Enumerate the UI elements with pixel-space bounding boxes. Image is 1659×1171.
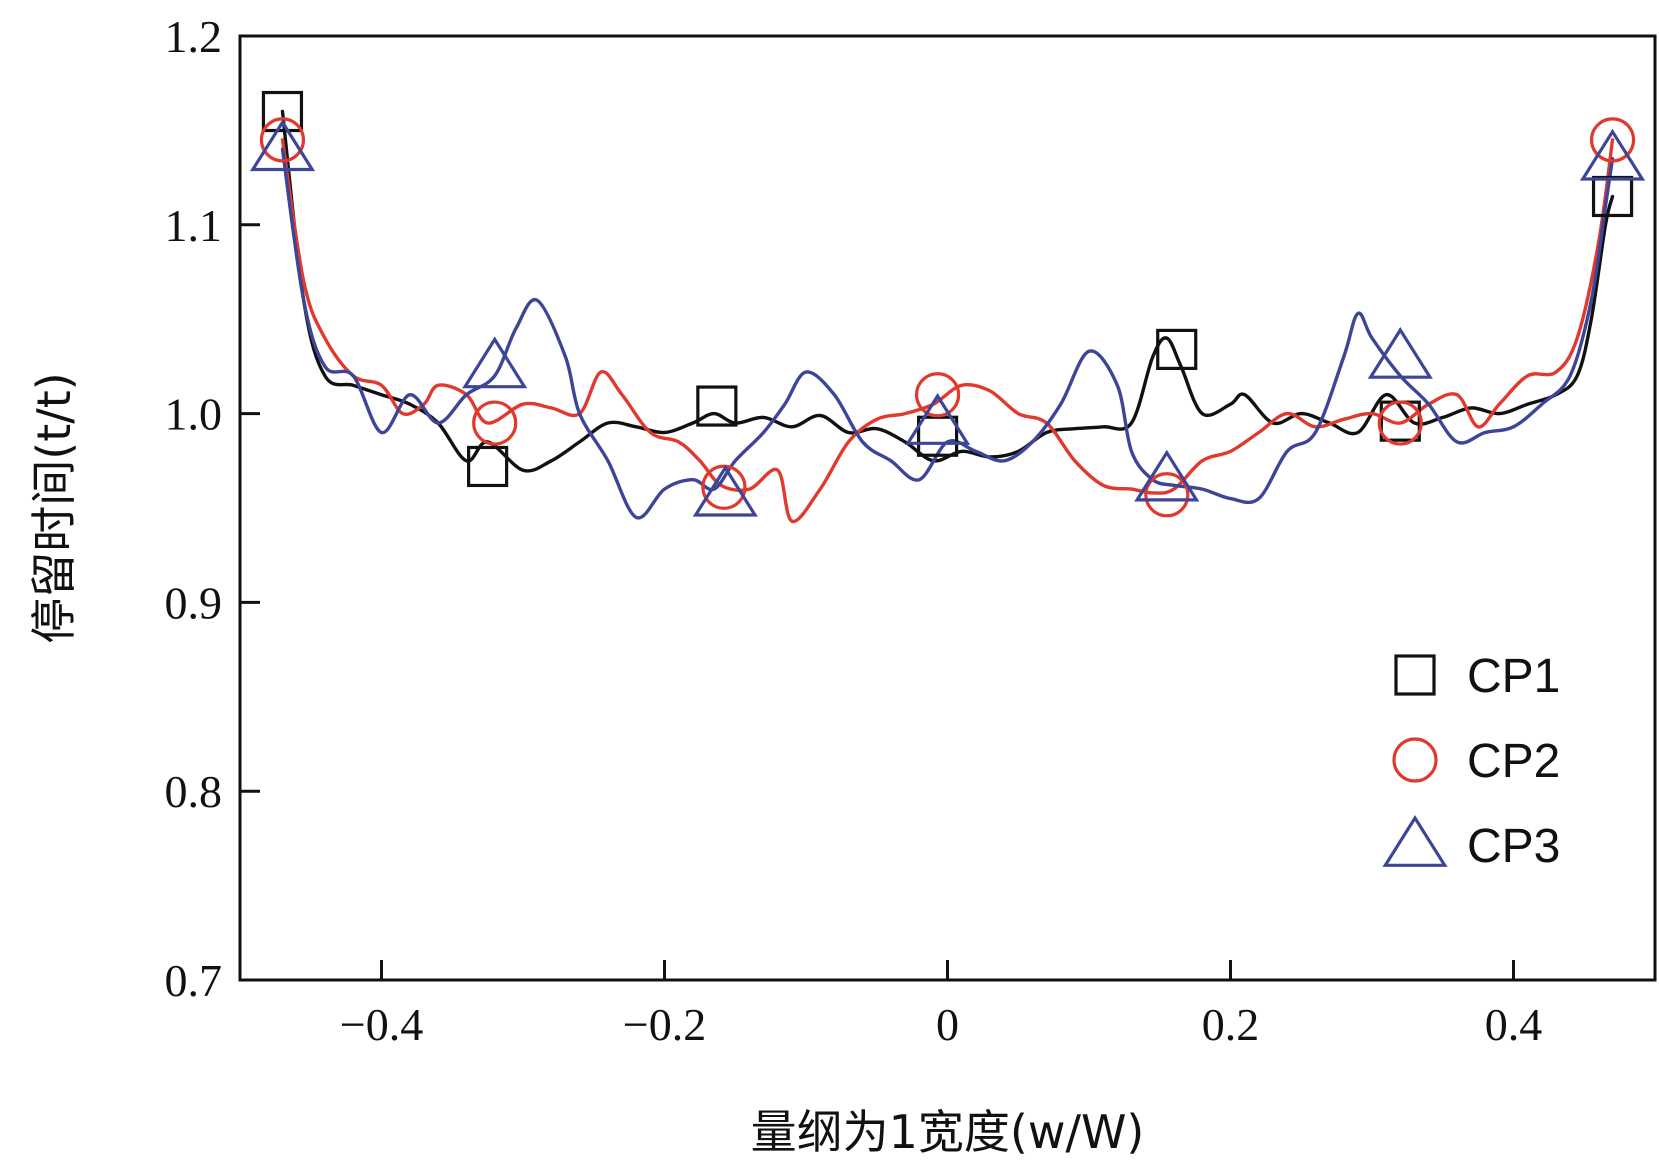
x-tick-label: 0.2: [1202, 999, 1260, 1050]
y-tick-label: 0.7: [165, 955, 223, 1006]
data-point-cp1: [696, 385, 738, 427]
series-markers: [249, 90, 1646, 518]
y-tick-label: 1.1: [165, 200, 223, 251]
plot-frame: [238, 34, 1657, 982]
legend-label-cp3: CP3: [1467, 820, 1560, 873]
data-point-cp1: [1156, 328, 1198, 371]
data-point-cp1: [261, 90, 304, 133]
x-tick-label: 0: [936, 999, 959, 1050]
y-axis: 0.7 0.8 0.9 1.0 1.1 1.2: [165, 11, 260, 1006]
legend-marker-cp1: [1394, 654, 1436, 696]
data-point-cp1: [916, 415, 959, 457]
y-tick-label: 0.8: [165, 766, 223, 817]
y-axis-title: 停留时间(t/t): [27, 372, 81, 643]
y-tick-label: 1.0: [165, 389, 223, 440]
x-tick-label: 0.4: [1485, 999, 1543, 1050]
series-line-cp2: [280, 138, 1615, 523]
data-point-cp2: [259, 117, 306, 163]
data-point-cp3: [905, 392, 971, 445]
data-point-cp3: [692, 464, 758, 517]
data-point-cp3: [1134, 449, 1200, 502]
legend-label-cp2: CP2: [1467, 735, 1560, 788]
data-point-cp3: [462, 336, 528, 389]
y-tick-label: 1.2: [165, 11, 223, 62]
series-curves: [280, 109, 1615, 523]
y-tick-label: 0.9: [165, 577, 223, 628]
data-point-cp2: [701, 464, 747, 510]
legend-marker-cp2: [1392, 737, 1438, 783]
legend-marker-cp3: [1382, 814, 1448, 867]
data-point-cp2: [472, 400, 518, 446]
data-point-cp1: [467, 445, 509, 488]
data-point-cp2: [1377, 400, 1423, 446]
legend-label-cp1: CP1: [1467, 650, 1560, 703]
legend: CP1 CP2 CP3: [1382, 650, 1560, 873]
series-line-cp3: [280, 147, 1615, 520]
data-point-cp3: [1367, 326, 1433, 379]
data-point-cp2: [914, 372, 961, 418]
x-tick-label: −0.2: [623, 999, 706, 1050]
data-point-cp3: [1579, 128, 1646, 181]
data-point-cp2: [1589, 117, 1636, 163]
x-tick-label: −0.4: [340, 999, 423, 1050]
data-point-cp2: [1144, 472, 1190, 518]
x-axis-title: 量纲为1宽度(w/W): [751, 1105, 1145, 1159]
data-point-cp3: [249, 119, 316, 172]
x-axis: −0.4 −0.2 0 0.2 0.4: [340, 960, 1542, 1050]
